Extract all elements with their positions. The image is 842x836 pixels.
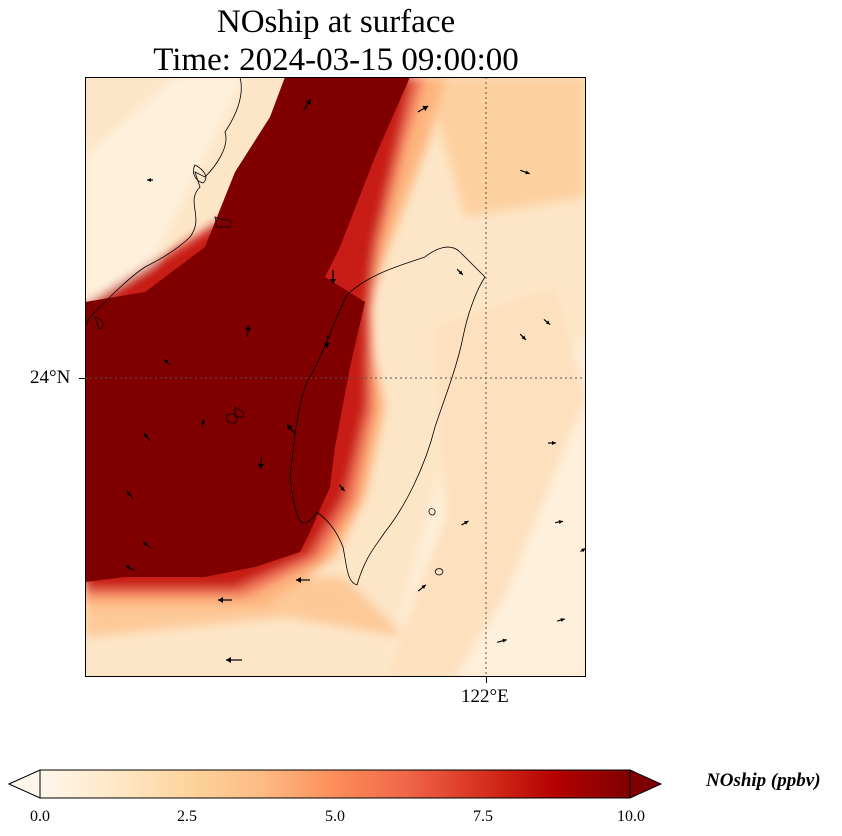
lat-tick <box>79 378 85 379</box>
wind-arrow-8 <box>323 335 330 349</box>
field-light-top <box>425 77 586 217</box>
wind-arrow-28 <box>226 657 242 663</box>
colorbar-tick-3: 7.5 <box>473 808 493 825</box>
wind-arrow-5 <box>330 270 336 284</box>
coastline-taiwan <box>289 246 486 586</box>
colorbar-label: NOship (ppbv) <box>706 770 821 791</box>
lat-tick-label: 24°N <box>30 367 71 388</box>
wind-arrow-11 <box>543 318 551 326</box>
coastline-penghu <box>226 413 238 424</box>
map-time: Time: 2024-03-15 09:00:00 <box>153 42 519 78</box>
wind-arrow-15 <box>257 456 264 470</box>
wind-arrow-20 <box>125 564 135 572</box>
colorbar-tick-1: 2.5 <box>177 808 197 825</box>
wind-arrow-16 <box>548 441 556 445</box>
colorbar-tick-0: 0.0 <box>30 808 50 825</box>
colorbar-extend-high <box>629 769 663 799</box>
wind-arrow-2 <box>417 105 429 113</box>
coastline-mainland <box>85 77 242 328</box>
wind-arrow-6 <box>456 268 464 276</box>
colorbar-tick-4: 10.0 <box>617 808 645 825</box>
colorbar-gradient <box>39 769 631 799</box>
wind-arrow-14 <box>286 424 296 434</box>
wind-arrow-12 <box>201 418 205 428</box>
coastline-green-island <box>428 508 444 576</box>
coastline <box>85 77 486 586</box>
lon-tick-label: 122°E <box>461 686 509 707</box>
wind-arrow-1 <box>302 98 312 112</box>
wind-arrow-4 <box>520 169 530 175</box>
colorbar <box>8 769 663 799</box>
wind-arrow-3 <box>147 178 153 182</box>
wind-arrow-18 <box>338 484 346 492</box>
wind-arrow-23 <box>296 577 310 583</box>
wind-arrow-27 <box>497 638 507 643</box>
coastline-islands <box>94 164 244 418</box>
lon-tick <box>486 677 487 683</box>
colorbar-extend-low <box>8 769 41 799</box>
wind-vectors <box>125 98 586 663</box>
map-frame <box>85 77 586 677</box>
wind-arrow-9 <box>163 358 171 366</box>
wind-arrow-29 <box>580 547 586 553</box>
wind-arrow-13 <box>143 432 151 442</box>
wind-arrow-19 <box>142 541 152 549</box>
wind-arrow-7 <box>245 324 252 338</box>
wind-arrow-17 <box>126 490 134 500</box>
wind-arrow-21 <box>461 520 469 526</box>
concentration-map <box>85 77 586 677</box>
wind-arrow-26 <box>556 618 566 622</box>
map-title: NOship at surface <box>216 4 456 40</box>
colorbar-tick-2: 5.0 <box>325 808 345 825</box>
wind-arrow-22 <box>554 520 564 524</box>
wind-arrow-24 <box>218 597 232 603</box>
wind-arrow-25 <box>417 584 427 592</box>
